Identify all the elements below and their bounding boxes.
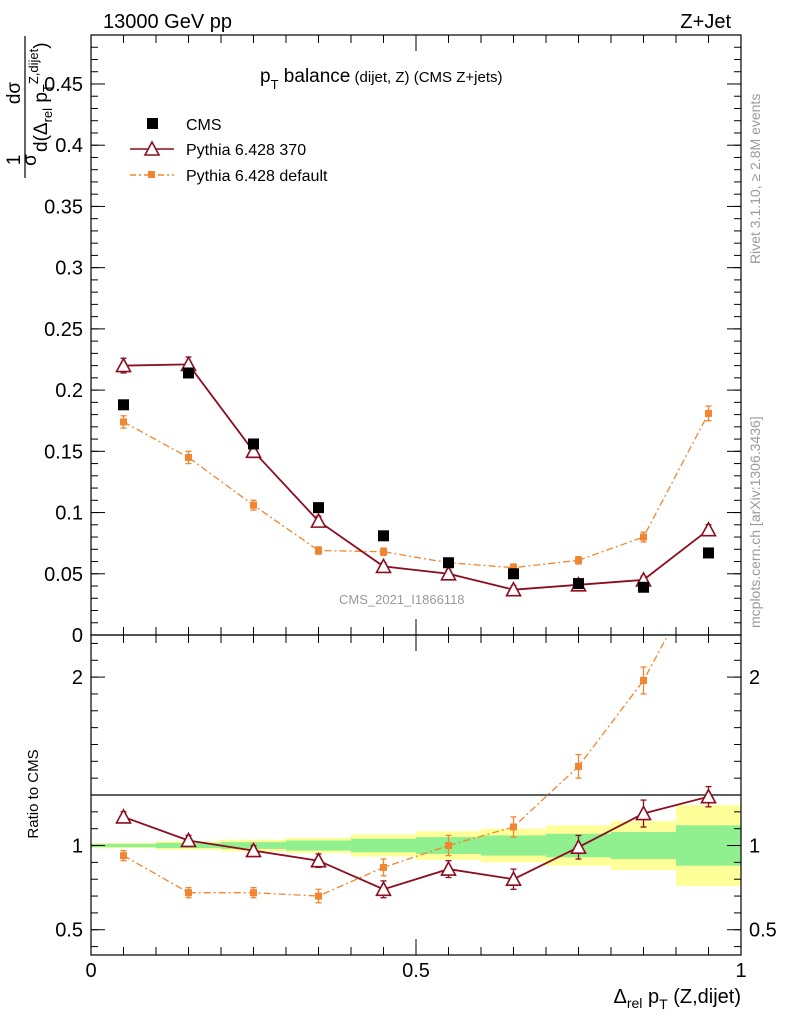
ratio-point-pythia-370 <box>180 831 197 848</box>
main-point-pythia-370 <box>375 557 392 574</box>
main-y-tick-label: 0 <box>72 625 83 647</box>
main-point-cms <box>118 399 129 411</box>
ratio-point-pythia-default <box>250 889 257 897</box>
svg-text:σ: σ <box>20 154 41 166</box>
main-point-cms <box>638 581 649 593</box>
main-point-cms <box>573 578 584 590</box>
legend: CMS Pythia 6.428 370 Pythia 6.428 defaul… <box>130 117 328 185</box>
ratio-inner-band <box>351 838 416 853</box>
ratio-y-axis-label: Ratio to CMS <box>25 749 42 838</box>
ratio-point-pythia-370 <box>245 841 262 858</box>
ratio-point-pythia-default <box>185 889 192 897</box>
main-point-pythia-370 <box>440 565 457 581</box>
ratio-series-pythia-6-428-default <box>120 635 669 904</box>
legend-label-pythia-default: Pythia 6.428 default <box>186 168 328 185</box>
ratio-y-tick-label: 0.5 <box>55 920 83 942</box>
ratio-point-pythia-370 <box>505 870 522 887</box>
main-y-tick-label: 0.15 <box>44 441 83 463</box>
main-point-cms <box>248 438 259 450</box>
ratio-y-tick-label-right: 1 <box>749 836 760 858</box>
ratio-point-pythia-370 <box>700 787 717 804</box>
ratio-point-pythia-370 <box>635 804 652 821</box>
ratio-point-pythia-370 <box>310 851 327 868</box>
ratio-point-pythia-370 <box>440 860 457 876</box>
main-y-axis-label: 1 σ dσ d(Δrel pTZ,dijet) <box>4 36 55 178</box>
main-point-pythia-default <box>640 533 647 541</box>
legend-marker-pythia-370 <box>143 140 161 156</box>
main-point-pythia-370 <box>310 512 327 528</box>
ratio-y-tick-label-right: 2 <box>749 667 760 689</box>
x-tick-label: 0.5 <box>402 960 430 982</box>
x-tick-label: 0 <box>85 960 96 982</box>
ratio-point-pythia-default <box>575 762 582 770</box>
ratio-point-pythia-370 <box>375 880 392 897</box>
ratio-point-pythia-370 <box>115 808 132 824</box>
main-y-tick-label: 0.25 <box>44 319 83 341</box>
ratio-y-tick-label-right: 0.5 <box>749 920 777 942</box>
ratio-inner-band <box>91 843 156 848</box>
main-point-pythia-default <box>185 453 192 461</box>
main-point-cms <box>313 502 324 514</box>
ratio-y-tick-label: 1 <box>72 836 83 858</box>
main-point-pythia-370 <box>505 581 522 597</box>
x-axis-label: Δrel pT (Z,dijet) <box>613 986 741 1012</box>
main-point-cms <box>378 530 389 542</box>
plot-title: pT balance (dijet, Z) (CMS Z+jets) <box>260 66 503 92</box>
main-point-cms <box>183 367 194 379</box>
main-y-tick-label: 0.4 <box>55 135 83 157</box>
main-y-tick-label: 0.05 <box>44 564 83 586</box>
ratio-point-pythia-default <box>380 863 387 871</box>
main-point-pythia-370 <box>245 442 262 459</box>
header-left: 13000 GeV pp <box>103 11 232 33</box>
x-tick-label: 1 <box>735 960 746 982</box>
ratio-series-pythia-6-428-370 <box>115 785 717 899</box>
legend-label-cms: CMS <box>186 117 222 134</box>
ratio-series-line <box>123 635 669 897</box>
main-series-cms <box>118 367 714 593</box>
ratio-point-pythia-default <box>445 842 452 850</box>
mcplots-label: mcplots.cern.ch [arXiv:1306.3436] <box>747 416 763 628</box>
legend-marker-cms <box>147 118 158 129</box>
svg-text:1: 1 <box>4 155 25 166</box>
main-point-cms <box>508 568 519 580</box>
ratio-series-line <box>123 795 709 891</box>
main-y-tick-label: 0.45 <box>44 74 83 96</box>
ratio-point-pythia-default <box>315 892 322 900</box>
main-point-pythia-default <box>250 501 257 509</box>
main-point-pythia-370 <box>115 356 132 373</box>
main-y-tick-label: 0.2 <box>55 380 83 402</box>
main-series-line <box>123 363 710 591</box>
main-point-pythia-default <box>575 556 582 564</box>
main-point-pythia-default <box>315 547 322 555</box>
svg-text:dσ: dσ <box>4 82 25 105</box>
main-point-pythia-default <box>120 418 127 426</box>
ratio-y-tick-label: 2 <box>72 667 83 689</box>
main-series-pythia-6-428-370 <box>115 355 717 597</box>
svg-text:d(Δrel pTZ,dijet): d(Δrel pTZ,dijet) <box>26 42 55 152</box>
main-point-pythia-370 <box>700 521 717 537</box>
main-point-cms <box>443 557 454 569</box>
ratio-inner-band <box>481 835 546 856</box>
legend-marker-pythia-default <box>148 171 155 178</box>
main-y-tick-label: 0.1 <box>55 503 83 525</box>
ratio-point-pythia-default <box>640 676 647 684</box>
main-y-tick-label: 0.35 <box>44 196 83 218</box>
main-series-pythia-6-428-default <box>120 405 712 572</box>
header-right: Z+Jet <box>680 11 731 33</box>
ratio-point-pythia-370 <box>570 838 587 855</box>
legend-label-pythia-370: Pythia 6.428 370 <box>186 142 306 159</box>
ratio-point-pythia-default <box>120 852 127 860</box>
main-series-line <box>123 413 710 569</box>
ratio-inner-band <box>611 832 676 859</box>
main-y-tick-label: 0.3 <box>55 258 83 280</box>
rivet-label: Rivet 3.1.10, ≥ 2.8M events <box>747 94 763 264</box>
main-point-pythia-default <box>380 548 387 556</box>
main-point-cms <box>703 547 714 559</box>
analysis-watermark: CMS_2021_I1866118 <box>339 592 465 607</box>
ratio-point-pythia-default <box>510 823 517 831</box>
ratio-inner-band <box>286 840 351 851</box>
main-point-pythia-default <box>705 409 712 417</box>
main-point-pythia-default <box>510 564 517 572</box>
